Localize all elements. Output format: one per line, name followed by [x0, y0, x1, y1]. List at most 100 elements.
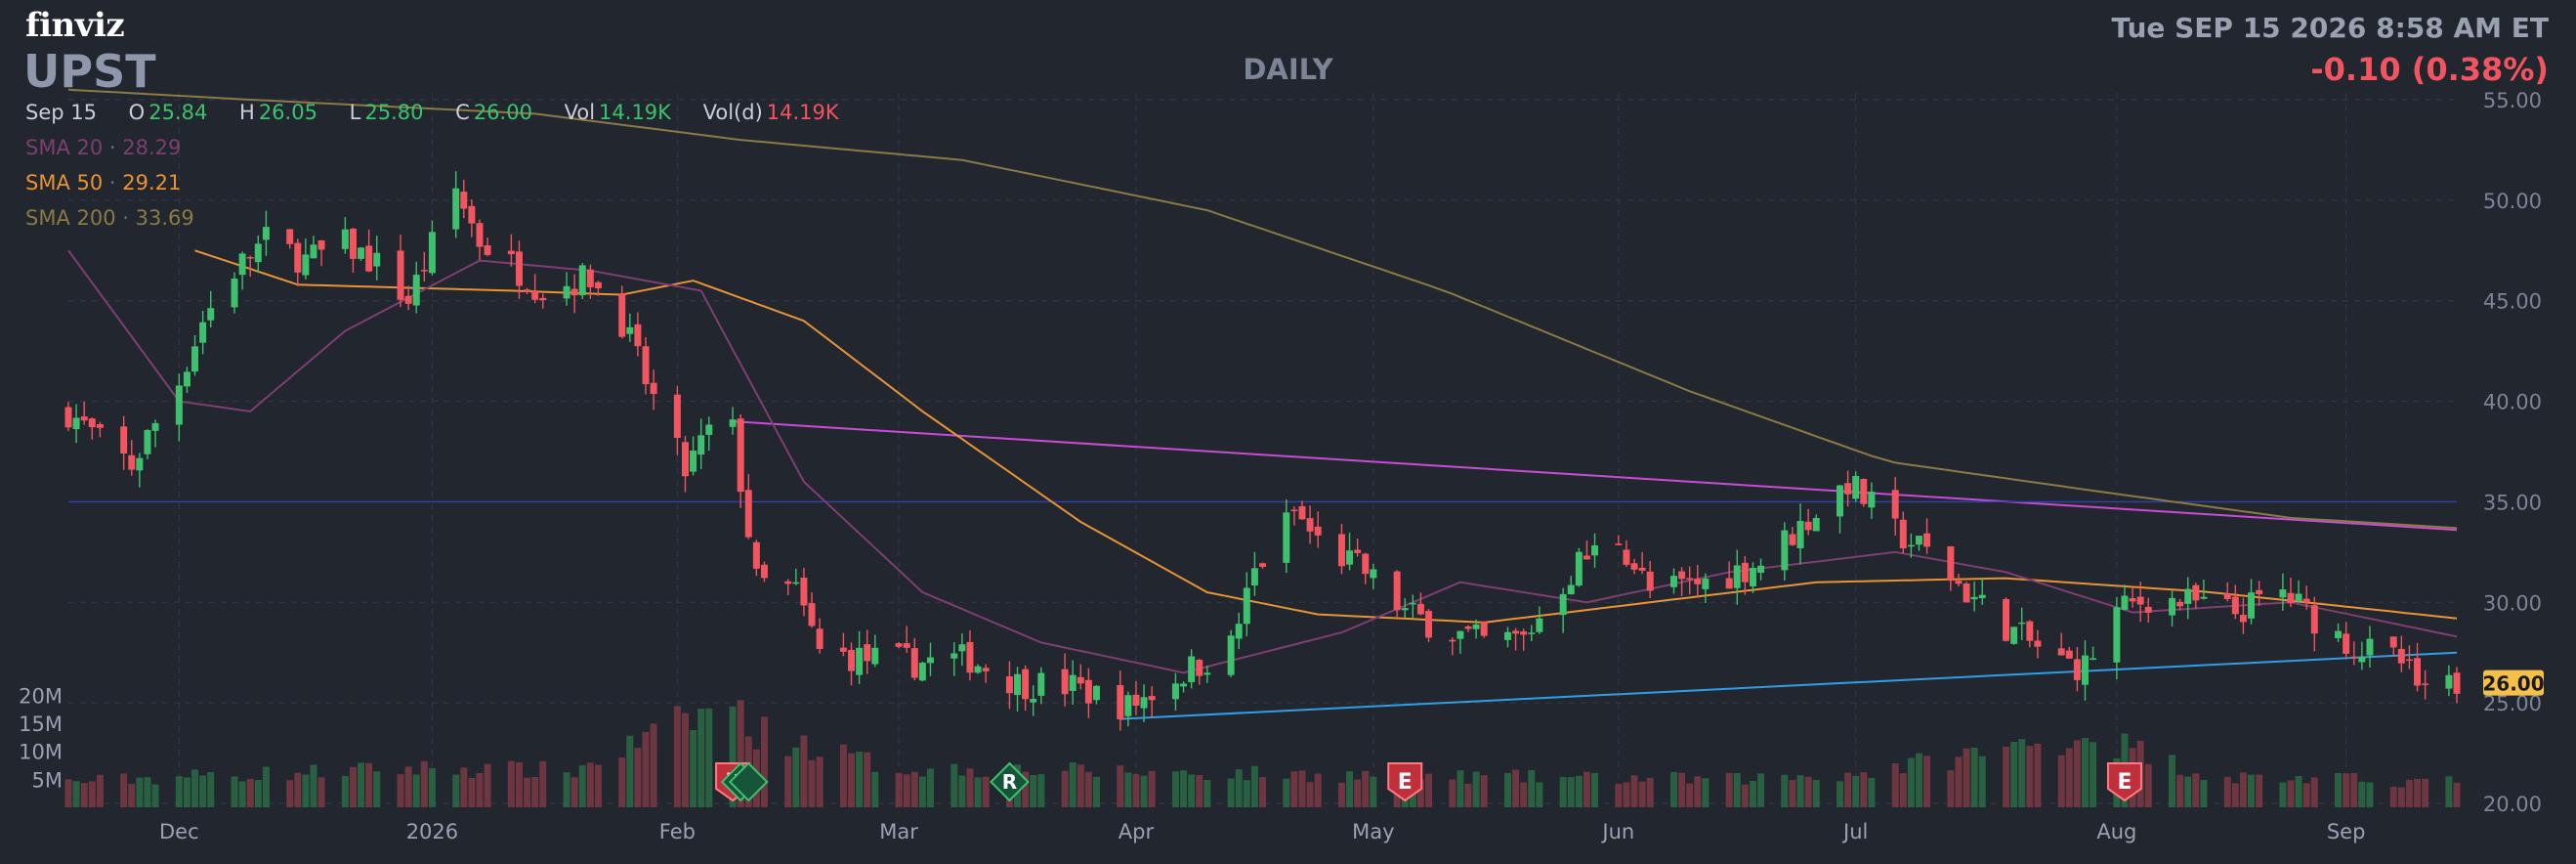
- candle-body: [690, 451, 697, 472]
- volume-bar: [1837, 781, 1844, 807]
- candle-body: [2176, 601, 2184, 607]
- candle-body: [1781, 530, 1789, 571]
- candle-body: [1472, 624, 1480, 629]
- volume-bar: [72, 781, 80, 807]
- candle-body: [1061, 669, 1069, 695]
- reference-lines: [68, 420, 2458, 720]
- candle-body: [1860, 479, 1868, 504]
- volume-bar: [1804, 776, 1812, 807]
- candle-body: [1638, 567, 1646, 571]
- volume-label: Vol: [564, 101, 596, 124]
- volume-bar: [2310, 777, 2318, 807]
- volume-tick-label: 20M: [19, 684, 63, 708]
- candle-body: [634, 324, 642, 347]
- candle-body: [1789, 534, 1796, 545]
- volume-bar: [926, 768, 934, 807]
- candle-body: [1235, 624, 1243, 639]
- candle-body: [903, 643, 910, 648]
- candle-body: [1077, 676, 1084, 684]
- volume-bar: [1117, 765, 1124, 807]
- candle-body: [468, 205, 476, 224]
- volume-bar: [64, 779, 72, 807]
- candle-body: [1480, 621, 1488, 636]
- y-tick-label: 25.00: [2483, 692, 2542, 715]
- candle-body: [1567, 584, 1575, 595]
- candle-body: [1124, 695, 1132, 716]
- candle-body: [1978, 594, 1986, 598]
- volume-bar: [484, 763, 491, 807]
- sma200-legend[interactable]: SMA 200 · 33.69: [25, 206, 194, 230]
- volume-bar: [1733, 772, 1741, 807]
- volume-bar: [1425, 773, 1433, 807]
- candle-body: [96, 423, 104, 428]
- candle-body: [697, 435, 705, 455]
- candle-body: [1298, 505, 1306, 520]
- volume-bar: [634, 748, 642, 807]
- volume-bar: [1615, 783, 1623, 807]
- volume-bar: [1907, 757, 1915, 807]
- candle-body: [594, 281, 602, 288]
- candle-body: [1615, 543, 1623, 545]
- candle-body: [1741, 562, 1749, 583]
- volume-bar: [958, 775, 966, 807]
- candle-body: [1528, 632, 1536, 634]
- candle-body: [1084, 679, 1092, 704]
- volume-bar: [1567, 777, 1575, 807]
- candle-body: [784, 581, 792, 584]
- candle-body: [175, 385, 183, 425]
- volume-bar: [681, 713, 689, 807]
- sma50-legend[interactable]: SMA 50 · 29.21: [25, 171, 182, 194]
- volume-bars: [64, 700, 2461, 807]
- volume-bar: [1235, 769, 1243, 807]
- volume-bar: [1512, 769, 1520, 807]
- candle-body: [1401, 608, 1409, 611]
- sma20-label: SMA 20: [25, 136, 104, 159]
- candle-body: [864, 644, 871, 662]
- volume-bar: [2018, 739, 2026, 807]
- candle-body: [1069, 674, 1077, 691]
- volume-bar: [2169, 755, 2176, 807]
- x-tick-label: Feb: [659, 820, 696, 843]
- candle-body: [2397, 648, 2405, 664]
- event-markers[interactable]: ERREE: [715, 761, 2142, 802]
- sma20-legend[interactable]: SMA 20 · 28.29: [25, 136, 182, 159]
- candle-body: [1630, 563, 1638, 570]
- candle-body: [1591, 545, 1599, 556]
- candlesticks: [64, 171, 2461, 731]
- volume-bar: [705, 708, 713, 807]
- volume-bar: [1416, 779, 1424, 807]
- volume-bar: [697, 709, 705, 807]
- candle-body: [2073, 659, 2081, 680]
- volume-bar: [848, 753, 855, 807]
- candle-body: [760, 564, 768, 579]
- volume-bar: [895, 772, 903, 807]
- volume-bar: [2453, 782, 2461, 807]
- volume-bar: [199, 775, 207, 807]
- volume-bar: [1290, 771, 1298, 807]
- volume-bar: [246, 778, 254, 807]
- candle-body: [966, 641, 974, 673]
- volume-bar: [1250, 765, 1258, 807]
- volume-bar: [2057, 755, 2065, 807]
- candle-body: [128, 454, 136, 470]
- candle-body: [950, 653, 958, 659]
- candle-body: [1148, 696, 1156, 701]
- volume-bar: [2350, 772, 2358, 807]
- candle-body: [531, 290, 539, 300]
- volume-bar: [412, 774, 420, 807]
- volume-bar: [966, 768, 974, 807]
- candle-body: [2248, 592, 2255, 619]
- volume-bar: [1575, 775, 1583, 807]
- candle-body: [1646, 571, 1654, 591]
- volume-bar: [2279, 782, 2287, 807]
- candle-body: [2184, 588, 2192, 604]
- candle-body: [1970, 596, 1978, 600]
- x-tick-label: May: [1352, 820, 1394, 843]
- candle-body: [2121, 595, 2129, 610]
- volume-bar: [1140, 775, 1148, 807]
- candle-body: [207, 308, 215, 321]
- volume-bar: [1022, 771, 1030, 807]
- volume-daily-label: Vol(d): [702, 101, 763, 124]
- finviz-logo[interactable]: finviz: [25, 6, 125, 45]
